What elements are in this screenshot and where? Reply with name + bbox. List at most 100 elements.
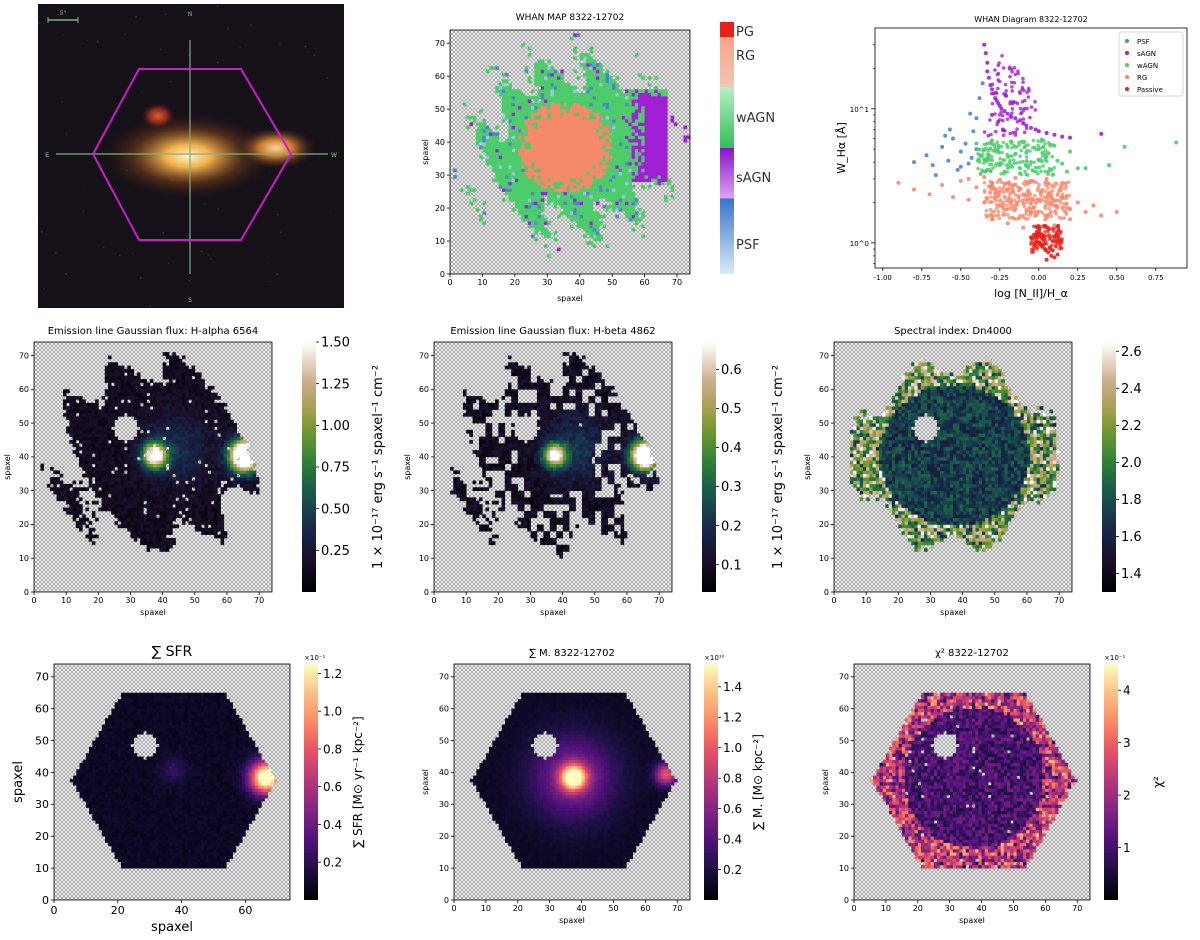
point-sagn — [997, 118, 1002, 122]
colorbar — [1102, 342, 1116, 592]
point-rg — [1042, 213, 1047, 218]
point-wagn — [1031, 138, 1036, 143]
background-noise — [170, 80, 172, 83]
point-wagn — [1020, 139, 1024, 144]
colorbar-tick-label: 1.00 — [321, 419, 350, 434]
plot-frame — [449, 29, 691, 275]
point-passive — [1058, 244, 1062, 249]
point-sagn — [1026, 95, 1031, 99]
point-sagn — [990, 87, 994, 92]
point-sagn — [997, 113, 1002, 117]
point-rg — [1060, 207, 1065, 211]
map-pixels — [40, 352, 260, 552]
point-psf — [958, 164, 963, 169]
point-rg — [927, 192, 932, 197]
background-noise — [86, 39, 88, 42]
point-passive — [1050, 238, 1054, 243]
point-passive — [1056, 241, 1060, 246]
point-wagn — [1036, 172, 1040, 176]
point-sagn — [982, 130, 987, 134]
point-rg — [896, 180, 901, 185]
x-axis-label: spaxel — [557, 294, 583, 303]
point-rg — [1067, 193, 1071, 198]
background-noise — [204, 203, 206, 205]
point-passive — [1031, 249, 1036, 254]
point-sagn — [1036, 129, 1041, 134]
point-wagn — [985, 157, 990, 161]
point-rg — [1059, 216, 1064, 221]
point-sagn — [1004, 89, 1008, 93]
compass-south: S — [188, 297, 192, 304]
y-tick-label: 40 — [439, 768, 449, 777]
point-sagn — [989, 91, 994, 96]
point-sagn — [1033, 108, 1038, 112]
point-rg — [982, 181, 987, 185]
y-tick-label: 20 — [439, 832, 449, 841]
point-sagn — [1013, 130, 1018, 135]
point-wagn — [1028, 149, 1032, 153]
point-rg — [1013, 182, 1017, 187]
x-tick-label: 60 — [1022, 596, 1032, 605]
colorbar-tick-label: 1.0 — [323, 705, 342, 719]
point-sagn — [1021, 80, 1025, 84]
point-wagn — [1122, 144, 1127, 149]
colorbar-label: 1 × 10⁻¹⁷ erg s⁻¹ spaxel⁻¹ cm⁻² — [371, 365, 386, 569]
point-rg — [1044, 200, 1049, 204]
point-rg — [997, 177, 1002, 182]
point-rg — [994, 198, 998, 203]
point-wagn — [991, 166, 995, 170]
point-psf — [971, 129, 976, 134]
colorbar-tick-label: 0.50 — [321, 502, 350, 517]
point-rg — [1054, 205, 1059, 210]
colorbar-tick-label: 1.50 — [321, 336, 350, 351]
y-tick-label: 20 — [35, 830, 49, 843]
point-wagn — [1041, 144, 1045, 149]
point-wagn — [1021, 159, 1025, 164]
x-axis-label: spaxel — [540, 608, 566, 617]
compass-north: N — [188, 11, 193, 18]
point-sagn — [1025, 90, 1029, 95]
y-tick-label: 20 — [419, 520, 429, 529]
point-sagn — [1044, 131, 1049, 135]
x-tick-label: -1.00 — [874, 274, 892, 282]
point-rg — [1075, 200, 1080, 205]
y-axis-label: spaxel — [803, 454, 812, 480]
y-tick-label: 30 — [439, 800, 449, 809]
x-tick-label: 10 — [477, 278, 487, 287]
point-wagn — [1039, 169, 1043, 174]
point-wagn — [1068, 149, 1072, 154]
point-rg — [1028, 180, 1033, 184]
point-sagn — [1028, 115, 1032, 120]
map-pixels — [69, 692, 278, 869]
y-tick-label: 50 — [435, 105, 445, 114]
point-rg — [1012, 209, 1017, 213]
point-rg — [1034, 201, 1038, 205]
background-noise — [200, 250, 203, 253]
point-sagn — [997, 79, 1002, 84]
point-sagn — [1021, 121, 1026, 125]
colorbar — [704, 664, 718, 900]
point-psf — [912, 160, 916, 165]
background-noise — [326, 76, 328, 79]
point-wagn — [1051, 172, 1056, 176]
y-tick-label: 20 — [839, 832, 849, 841]
point-rg — [1050, 196, 1054, 201]
point-sagn — [1019, 111, 1023, 116]
y-axis-label: spaxel — [421, 769, 430, 795]
point-rg — [1005, 203, 1009, 208]
colorbar-label-pg: PG — [736, 25, 754, 40]
point-rg — [1002, 212, 1007, 217]
y-tick-label: 40 — [19, 453, 29, 462]
ifu-hexagon — [91, 68, 293, 241]
point-psf — [974, 116, 979, 121]
point-rg — [996, 213, 1001, 217]
point-rg — [1007, 186, 1011, 190]
point-wagn — [1060, 161, 1065, 166]
point-rg — [951, 195, 955, 199]
point-sagn — [1020, 87, 1024, 92]
y-tick-label: 30 — [819, 486, 829, 495]
colorbar-tick-label: 2.2 — [1121, 419, 1142, 434]
y-tick-label: 60 — [35, 702, 49, 715]
background-noise — [216, 5, 219, 8]
chart-title: χ² 8322-12702 — [935, 648, 1009, 659]
